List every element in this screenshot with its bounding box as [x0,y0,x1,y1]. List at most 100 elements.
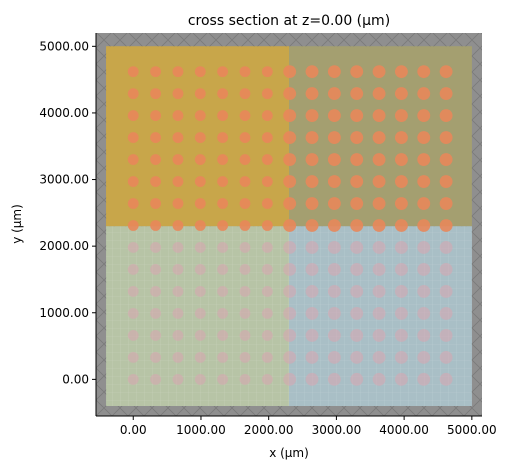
particle-12-8 [394,197,408,210]
particle-14-2 [439,328,453,342]
particle-8-12 [305,109,319,123]
particle-6-12 [261,110,273,122]
particle-11-12 [372,109,386,123]
y-axis-label: y (μm) [10,204,24,244]
particle-7-7 [283,219,297,232]
particle-0-8 [127,198,139,209]
particle-5-1 [239,351,251,363]
particle-12-5 [394,263,408,276]
particle-12-3 [394,306,408,320]
particle-9-11 [327,131,341,145]
particle-12-4 [394,285,408,298]
particle-5-8 [239,198,251,209]
particle-14-8 [439,197,453,210]
particle-2-14 [172,66,184,78]
particle-4-4 [217,286,229,297]
particle-7-6 [283,241,297,254]
particle-5-4 [239,286,251,297]
particle-1-4 [150,286,162,297]
particle-8-10 [305,153,319,166]
particle-4-11 [217,132,229,143]
particle-9-3 [327,306,341,320]
particle-12-7 [394,219,408,232]
particle-13-10 [417,153,431,166]
particle-3-13 [194,88,206,100]
particle-8-7 [305,219,319,232]
particle-1-0 [150,373,162,385]
particle-13-4 [417,285,431,298]
particle-4-9 [217,176,229,187]
particle-9-6 [327,241,341,254]
particle-11-5 [372,263,386,276]
particle-13-9 [417,175,431,188]
particle-5-14 [239,66,251,78]
particle-4-0 [217,373,229,385]
particle-1-14 [150,66,162,78]
particle-12-14 [394,65,408,79]
particle-1-2 [150,329,162,341]
y-tick-label-0: 0.00 [62,372,89,386]
particle-12-0 [394,372,408,386]
particle-6-5 [261,264,273,275]
x-axis-label: x (μm) [269,446,309,460]
particle-7-8 [283,197,297,210]
particle-13-7 [417,219,431,232]
particle-5-3 [239,308,251,319]
particle-7-2 [283,328,297,342]
particle-0-14 [127,66,139,78]
particle-11-13 [372,87,386,101]
particles-layer [127,65,453,386]
particle-14-14 [439,65,453,79]
particle-11-8 [372,197,386,210]
particle-2-6 [172,242,184,253]
particle-1-11 [150,132,162,143]
particle-11-11 [372,131,386,145]
particle-11-6 [372,241,386,254]
particle-0-4 [127,286,139,297]
y-axis: 0.00 1000.00 2000.00 3000.00 4000.00 5000.00 [39,39,96,386]
particle-0-10 [127,154,139,165]
particle-10-0 [350,372,364,386]
particle-10-7 [350,219,364,232]
particle-13-13 [417,87,431,101]
particle-7-14 [283,65,297,79]
particle-7-11 [283,131,297,145]
particle-5-6 [239,242,251,253]
particle-11-14 [372,65,386,79]
particle-13-1 [417,350,431,364]
particle-2-5 [172,264,184,275]
particle-3-5 [194,264,206,275]
particle-3-10 [194,154,206,165]
particle-13-8 [417,197,431,210]
particle-4-13 [217,88,229,100]
particle-13-14 [417,65,431,79]
particle-11-1 [372,350,386,364]
particle-3-3 [194,308,206,319]
particle-11-10 [372,153,386,166]
particle-14-13 [439,87,453,101]
particle-12-10 [394,153,408,166]
particle-9-5 [327,263,341,276]
particle-10-5 [350,263,364,276]
particle-3-12 [194,110,206,122]
particle-14-5 [439,263,453,276]
particle-0-5 [127,264,139,275]
particle-4-8 [217,198,229,209]
particle-0-12 [127,110,139,122]
particle-14-10 [439,153,453,166]
particle-3-2 [194,329,206,341]
particle-0-9 [127,176,139,187]
particle-11-2 [372,328,386,342]
x-axis: 0.00 1000.00 2000.00 3000.00 4000.00 5000.00 [120,416,497,437]
particle-1-9 [150,176,162,187]
particle-4-5 [217,264,229,275]
particle-14-12 [439,109,453,123]
particle-4-14 [217,66,229,78]
particle-3-1 [194,351,206,363]
particle-1-10 [150,154,162,165]
particle-8-13 [305,87,319,101]
particle-8-1 [305,350,319,364]
particle-8-2 [305,328,319,342]
particle-6-10 [261,154,273,165]
particle-6-2 [261,329,273,341]
